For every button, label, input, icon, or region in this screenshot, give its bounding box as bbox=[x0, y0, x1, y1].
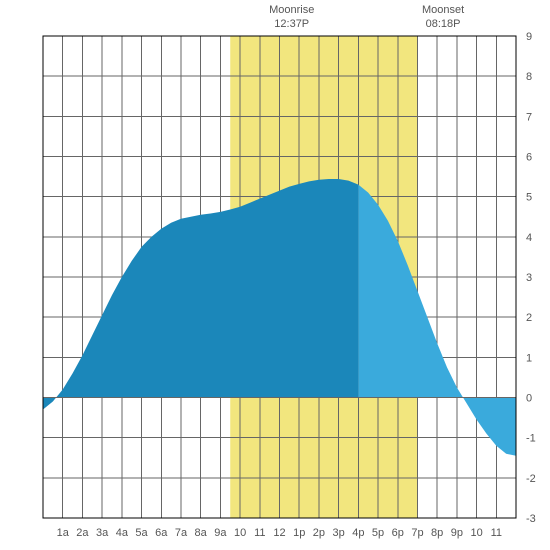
x-tick-label: 5a bbox=[135, 527, 148, 539]
x-tick-label: 3a bbox=[96, 527, 109, 539]
x-tick-label: 6a bbox=[155, 527, 168, 539]
x-tick-label: 1p bbox=[293, 527, 305, 539]
y-tick-label: -2 bbox=[526, 473, 536, 485]
y-tick-label: 2 bbox=[526, 312, 532, 324]
y-tick-label: 8 bbox=[526, 71, 532, 83]
x-tick-label: 10 bbox=[234, 527, 246, 539]
y-tick-label: -3 bbox=[526, 513, 536, 525]
x-tick-label: 9p bbox=[451, 527, 463, 539]
x-tick-label: 9a bbox=[214, 527, 227, 539]
x-tick-label: 3p bbox=[333, 527, 345, 539]
x-tick-label: 7p bbox=[411, 527, 423, 539]
x-tick-label: 8p bbox=[431, 527, 443, 539]
y-tick-label: 7 bbox=[526, 111, 532, 123]
x-tick-label: 2p bbox=[313, 527, 325, 539]
y-tick-label: 6 bbox=[526, 152, 532, 164]
moonset-label: Moonset 08:18P bbox=[422, 4, 464, 32]
x-tick-label: 10 bbox=[470, 527, 482, 539]
tide-chart: 1a2a3a4a5a6a7a8a9a1011121p2p3p4p5p6p7p8p… bbox=[0, 0, 550, 550]
moonrise-label: Moonrise 12:37P bbox=[269, 4, 314, 32]
x-tick-label: 12 bbox=[273, 527, 285, 539]
y-tick-label: 1 bbox=[526, 352, 532, 364]
x-tick-label: 8a bbox=[195, 527, 208, 539]
y-tick-label: 4 bbox=[526, 232, 532, 244]
y-tick-label: 3 bbox=[526, 272, 532, 284]
x-tick-label: 11 bbox=[491, 527, 502, 539]
x-tick-label: 5p bbox=[372, 527, 384, 539]
x-tick-label: 6p bbox=[392, 527, 404, 539]
y-tick-label: -1 bbox=[526, 433, 536, 445]
y-tick-label: 5 bbox=[526, 192, 532, 204]
x-tick-label: 4a bbox=[116, 527, 129, 539]
y-tick-label: 9 bbox=[526, 31, 532, 43]
y-tick-label: 0 bbox=[526, 393, 532, 405]
x-tick-label: 1a bbox=[57, 527, 70, 539]
x-tick-label: 11 bbox=[254, 527, 265, 539]
x-tick-label: 2a bbox=[76, 527, 89, 539]
chart-svg: 1a2a3a4a5a6a7a8a9a1011121p2p3p4p5p6p7p8p… bbox=[0, 0, 550, 550]
x-tick-label: 7a bbox=[175, 527, 188, 539]
x-tick-label: 4p bbox=[352, 527, 364, 539]
